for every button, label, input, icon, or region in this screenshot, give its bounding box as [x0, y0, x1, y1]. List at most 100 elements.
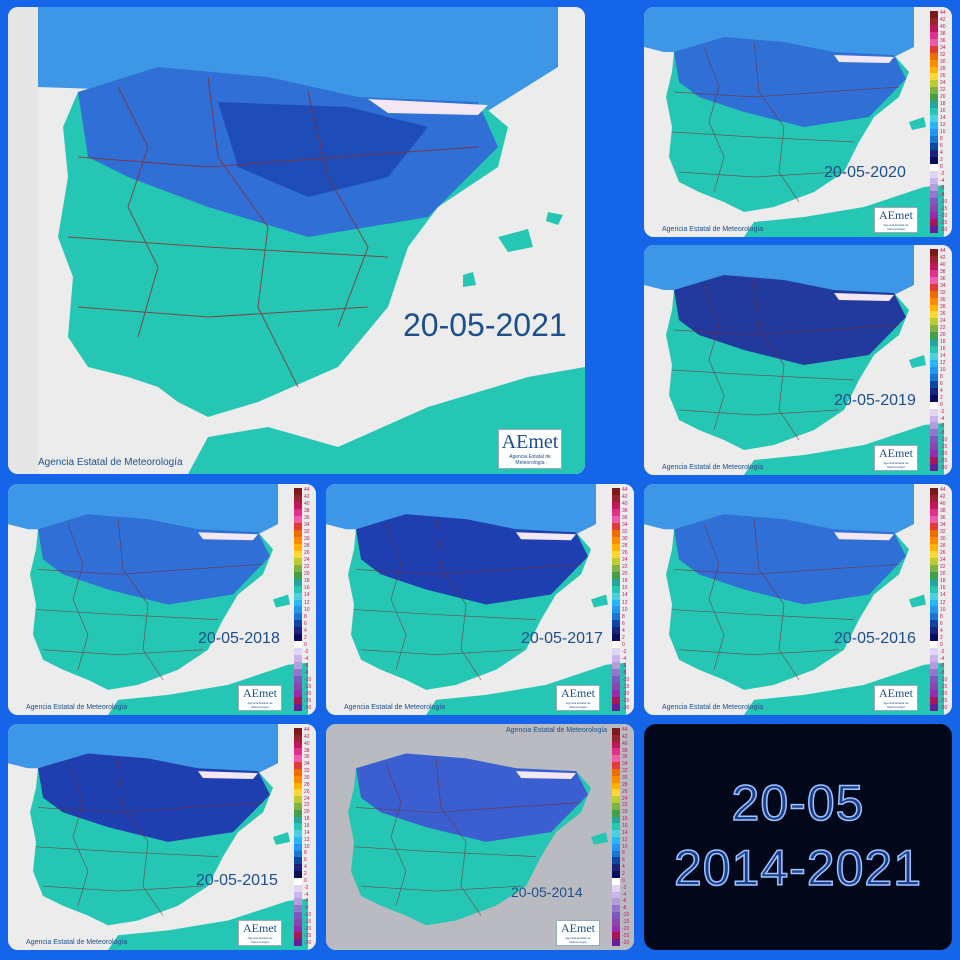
legend-label: 28 — [304, 781, 310, 788]
legend-swatch — [612, 501, 620, 509]
legend-label: 38 — [304, 508, 310, 515]
legend-label: 40 — [622, 740, 628, 747]
color-scale-labels: 44 42 40 38 36 34 32 30 28 26 24 22 20 18 16 14 12 10 8 6 4 2… — [622, 728, 629, 946]
legend-label: 16 — [304, 823, 310, 830]
legend-swatch — [294, 683, 302, 691]
legend-label: -15 — [940, 206, 948, 212]
color-scale-labels: 44 42 40 38 36 34 32 30 28 26 24 22 20 18 16 14 12 10 8 6 4 2… — [304, 488, 311, 711]
legend-label: 22 — [622, 564, 628, 571]
legend-label: -25 — [940, 220, 948, 226]
legend-swatch — [294, 877, 302, 885]
legend-swatch — [930, 59, 938, 67]
legend-swatch — [930, 353, 938, 360]
legend-label: 4 — [940, 150, 943, 156]
legend-label: -6 — [940, 185, 945, 191]
legend-label: 34 — [304, 761, 310, 768]
legend-label: -20 — [304, 925, 312, 932]
legend-label: 4 — [304, 864, 307, 871]
legend-swatch — [930, 592, 938, 600]
legend-swatch — [930, 697, 938, 705]
legend-label: 0 — [304, 877, 307, 884]
legend-label: 4 — [940, 388, 943, 394]
legend-swatch — [612, 755, 620, 763]
legend-swatch — [930, 205, 938, 213]
color-scale-legend — [930, 11, 938, 233]
title-year-range: 2014-2021 — [673, 839, 923, 897]
legend-swatch — [930, 101, 938, 109]
legend-label: 34 — [304, 522, 310, 529]
legend-swatch — [294, 741, 302, 749]
legend-label: 2 — [940, 634, 943, 641]
legend-label: 4 — [622, 627, 625, 634]
legend-label: -10 — [622, 676, 630, 683]
map-tile-2015: 20-05-2015 Agencia Estatal de Meteorologí… — [8, 724, 316, 950]
legend-swatch — [930, 436, 938, 444]
legend-label: 44 — [940, 10, 946, 16]
legend-swatch — [294, 627, 302, 635]
legend-label: 28 — [622, 781, 628, 788]
legend-label: 44 — [622, 487, 628, 493]
legend-label: -6 — [304, 662, 309, 669]
legend-label: -4 — [304, 655, 309, 662]
legend-swatch — [294, 796, 302, 803]
legend-swatch — [930, 212, 938, 220]
legend-swatch — [612, 585, 620, 593]
legend-label: 26 — [940, 311, 946, 317]
legend-swatch — [612, 823, 620, 831]
legend-label: 44 — [304, 487, 310, 493]
legend-label: 22 — [304, 802, 310, 809]
legend-label: 28 — [622, 543, 628, 550]
legend-swatch — [930, 262, 938, 270]
legend-swatch — [294, 641, 302, 649]
iberia-temperature-map — [644, 484, 952, 715]
legend-swatch — [930, 627, 938, 635]
legend-label: 18 — [940, 578, 946, 585]
legend-swatch — [294, 676, 302, 684]
color-scale-legend — [930, 249, 938, 471]
legend-swatch — [930, 255, 938, 263]
legend-label: 42 — [940, 17, 946, 23]
legend-label: 30 — [304, 536, 310, 543]
legend-swatch — [930, 135, 938, 143]
legend-label: 30 — [622, 536, 628, 543]
legend-label: 44 — [940, 248, 946, 254]
legend-swatch — [930, 690, 938, 698]
legend-label: -15 — [622, 683, 630, 690]
legend-swatch — [612, 843, 620, 851]
aemet-logo: AEmet Agencia Estatal de Meteorología — [238, 685, 282, 711]
legend-label: 4 — [304, 627, 307, 634]
legend-label: 38 — [622, 508, 628, 515]
legend-swatch — [294, 809, 302, 817]
legend-swatch — [930, 543, 938, 551]
title-day-month: 20-05 — [731, 774, 865, 832]
legend-label: -25 — [622, 697, 630, 704]
legend-swatch — [294, 843, 302, 851]
legend-swatch — [294, 613, 302, 621]
legend-swatch — [294, 494, 302, 502]
legend-label: -20 — [622, 925, 630, 932]
legend-swatch — [930, 346, 938, 354]
legend-swatch — [930, 529, 938, 537]
legend-swatch — [930, 290, 938, 298]
map-date-label: 20-05-2014 — [511, 884, 583, 900]
legend-swatch — [930, 613, 938, 621]
legend-swatch — [612, 911, 620, 919]
legend-label: -20 — [940, 451, 948, 457]
color-scale-labels: 44 42 40 38 36 34 32 30 28 26 24 22 20 18 16 14 12 10 8 6 4 2… — [622, 488, 629, 711]
legend-swatch — [612, 809, 620, 817]
legend-label: 32 — [940, 529, 946, 536]
legend-swatch — [930, 80, 938, 88]
legend-swatch — [294, 578, 302, 586]
legend-swatch — [612, 864, 620, 872]
legend-label: -30 — [304, 939, 312, 946]
legend-label: 2 — [940, 157, 943, 163]
legend-swatch — [612, 536, 620, 544]
color-scale-legend — [294, 488, 302, 711]
legend-swatch — [930, 276, 938, 284]
legend-label: 12 — [622, 836, 628, 843]
legend-label: -4 — [622, 891, 627, 898]
legend-label: 16 — [940, 585, 946, 592]
legend-label: 24 — [304, 795, 310, 802]
legend-swatch — [930, 11, 938, 18]
legend-label: -25 — [940, 458, 948, 464]
